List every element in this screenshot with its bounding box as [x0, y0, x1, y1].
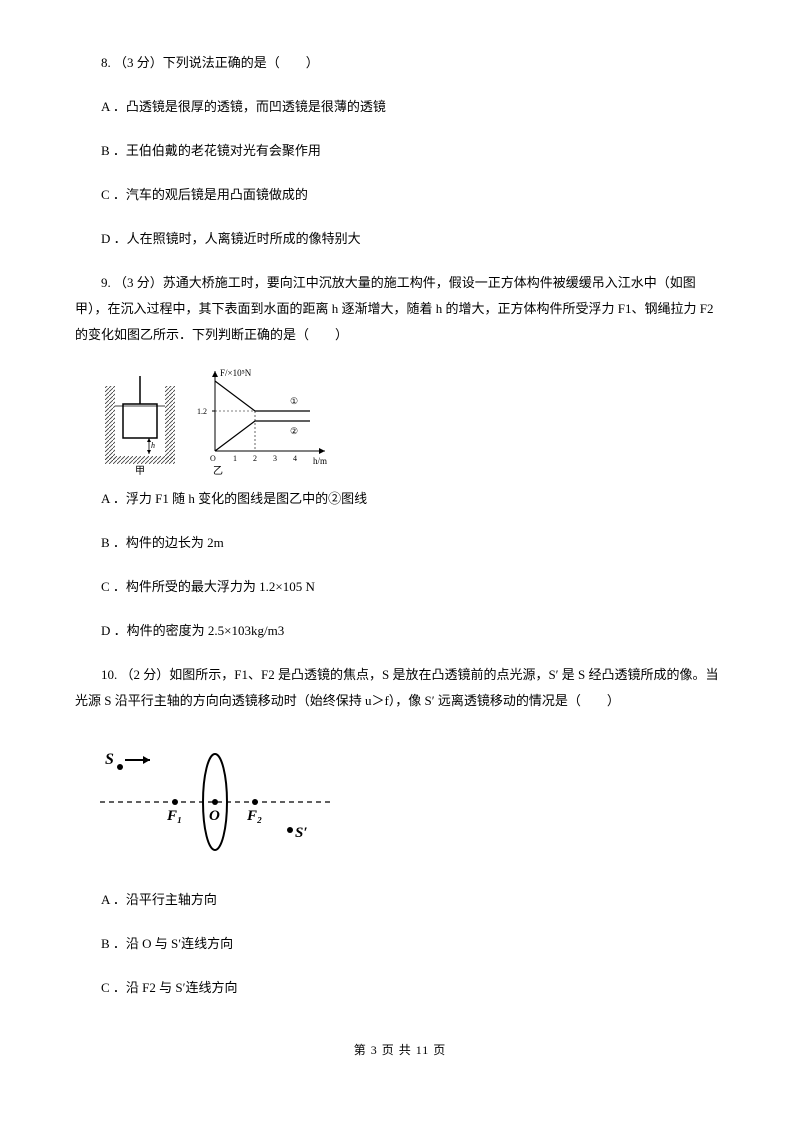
- q8-stem: 8. （3 分）下列说法正确的是（ ）: [75, 50, 725, 76]
- page-content: 8. （3 分）下列说法正确的是（ ） A ．凸透镜是很厚的透镜，而凹透镜是很薄…: [0, 0, 800, 1089]
- q10-label-f1: F₁: [166, 808, 182, 824]
- q9-left-label: 甲: [135, 466, 145, 476]
- q8-option-d: D ．人在照镜时，人离镜近时所成的像特别大: [75, 226, 725, 252]
- q10-option-c: C ．沿 F2 与 S′连线方向: [75, 975, 725, 1001]
- q9-option-b: B ．构件的边长为 2m: [75, 530, 725, 556]
- q10-label-f2: F₂: [246, 808, 262, 824]
- q10-option-b: B ．沿 O 与 S′连线方向: [75, 931, 725, 957]
- svg-text:2: 2: [253, 454, 257, 463]
- q10-stem: 10. （2 分）如图所示，F1、F2 是凸透镜的焦点，S 是放在凸透镜前的点光…: [75, 662, 725, 714]
- q9-yaxis-label: F/×10⁵N: [220, 368, 252, 378]
- q9-option-d: D ．构件的密度为 2.5×103kg/m3: [75, 618, 725, 644]
- q9-mark2: ②: [290, 426, 298, 436]
- q9-figure-left: h 甲: [105, 376, 175, 466]
- page-footer: 第 3 页 共 11 页: [75, 1041, 725, 1059]
- q9-option-a: A ．浮力 F1 随 h 变化的图线是图乙中的②图线: [75, 486, 725, 512]
- q10-label-o: O: [209, 808, 220, 824]
- q9-figure: h 甲 F/×10⁵N h/m 1.2: [105, 366, 725, 466]
- q10-label-sprime: S′: [295, 825, 308, 841]
- q10-label-s: S: [105, 751, 114, 768]
- svg-text:h: h: [151, 441, 155, 450]
- q9-right-label: 乙: [213, 465, 223, 476]
- q9-figure-right: F/×10⁵N h/m 1.2 1 2 3 4 O ①: [195, 366, 335, 466]
- q8-option-a: A ．凸透镜是很厚的透镜，而凹透镜是很薄的透镜: [75, 94, 725, 120]
- svg-text:1: 1: [233, 454, 237, 463]
- q10-option-a: A ．沿平行主轴方向: [75, 887, 725, 913]
- q10-figure: S F₁ O F₂ S′: [95, 732, 335, 862]
- q9-option-c: C ．构件所受的最大浮力为 1.2×105 N: [75, 574, 725, 600]
- q9-stem: 9. （3 分）苏通大桥施工时，要向江中沉放大量的施工构件，假设一正方体构件被缓…: [75, 270, 725, 348]
- q9-mark1: ①: [290, 396, 298, 406]
- q9-ytick: 1.2: [197, 407, 207, 416]
- q9-xaxis-label: h/m: [313, 456, 327, 466]
- svg-text:O: O: [210, 454, 216, 463]
- svg-text:4: 4: [293, 454, 297, 463]
- svg-text:3: 3: [273, 454, 277, 463]
- q8-option-b: B ．王伯伯戴的老花镜对光有会聚作用: [75, 138, 725, 164]
- q8-option-c: C ．汽车的观后镜是用凸面镜做成的: [75, 182, 725, 208]
